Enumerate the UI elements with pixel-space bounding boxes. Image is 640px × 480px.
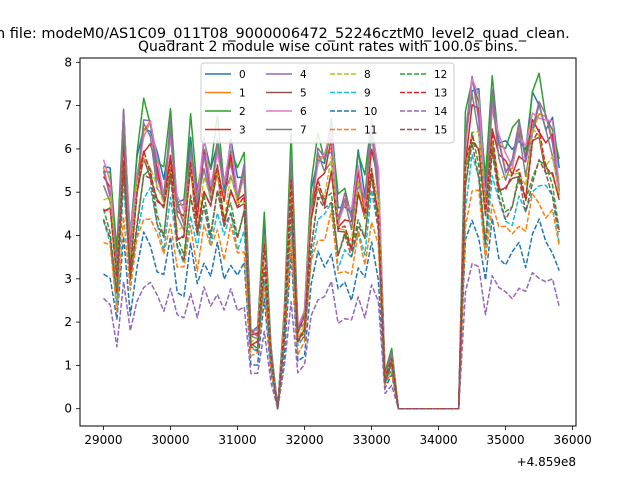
x-tick-label: 36000: [554, 433, 592, 447]
x-tick-label: 34000: [420, 433, 458, 447]
x-offset-label: +4.859e8: [517, 455, 576, 469]
legend-label: 14: [434, 106, 448, 118]
y-tick-label: 3: [64, 272, 72, 286]
y-axis-ticks: 0 1 2 3 4 5 6 7 8: [64, 55, 80, 416]
series-line-15: [102, 142, 560, 410]
y-tick-label: 2: [64, 315, 72, 329]
x-tick-label: 29000: [84, 433, 122, 447]
y-tick-label: 7: [64, 99, 72, 113]
legend-label: 4: [300, 69, 307, 81]
y-tick-label: 6: [64, 142, 72, 156]
x-tick-label: 30000: [151, 433, 189, 447]
legend-label: 8: [364, 69, 371, 81]
legend-label: 7: [300, 125, 307, 137]
legend-label: 5: [300, 88, 307, 100]
series-line-13: [103, 128, 560, 410]
series-line-10: [103, 217, 560, 410]
series-line-8: [103, 127, 560, 410]
legend-label: 11: [364, 125, 377, 137]
y-tick-label: 0: [64, 402, 72, 416]
y-tick-label: 1: [64, 358, 72, 372]
chart-suptitle: n file: modeM0/AS1C09_011T08_9000006472_…: [0, 26, 570, 42]
legend-label: 12: [434, 69, 447, 81]
x-axis-ticks: 29000 30000 31000 32000 33000 34000 35000 36000: [84, 426, 592, 447]
series-line-12: [102, 131, 560, 410]
axes-frame: [79, 57, 577, 427]
series-line-11: [103, 189, 560, 410]
legend-label: 13: [434, 88, 447, 100]
series-line-14: [102, 262, 560, 410]
legend-box: [200, 62, 455, 144]
legend-label: 2: [239, 106, 246, 118]
legend-label: 6: [300, 106, 307, 118]
x-tick-label: 32000: [285, 433, 323, 447]
x-tick-label: 31000: [218, 433, 256, 447]
x-tick-label: 35000: [487, 433, 525, 447]
x-tick-label: 33000: [352, 433, 390, 447]
y-tick-label: 5: [64, 185, 72, 199]
legend-label: 1: [239, 88, 246, 100]
y-tick-label: 8: [64, 55, 72, 69]
legend-label: 9: [364, 88, 371, 100]
legend-label: 10: [364, 106, 377, 118]
y-tick-label: 4: [64, 229, 72, 243]
chart-title: Quadrant 2 module wise count rates with …: [138, 39, 518, 55]
legend-label: 0: [239, 69, 246, 81]
legend-label: 15: [434, 125, 447, 137]
legend-label: 3: [239, 125, 246, 137]
